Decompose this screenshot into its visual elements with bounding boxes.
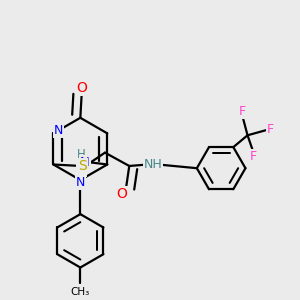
Text: N: N: [54, 124, 63, 137]
Text: H: H: [77, 148, 86, 160]
Text: S: S: [78, 159, 87, 173]
Text: NH: NH: [144, 158, 162, 171]
Text: O: O: [76, 81, 87, 95]
Text: H: H: [77, 163, 86, 176]
Text: F: F: [238, 105, 246, 118]
Text: CH₃: CH₃: [71, 287, 90, 297]
Text: F: F: [267, 123, 274, 136]
Text: F: F: [250, 149, 257, 163]
Text: N: N: [80, 156, 90, 169]
Text: N: N: [76, 176, 85, 189]
Text: O: O: [117, 187, 128, 201]
